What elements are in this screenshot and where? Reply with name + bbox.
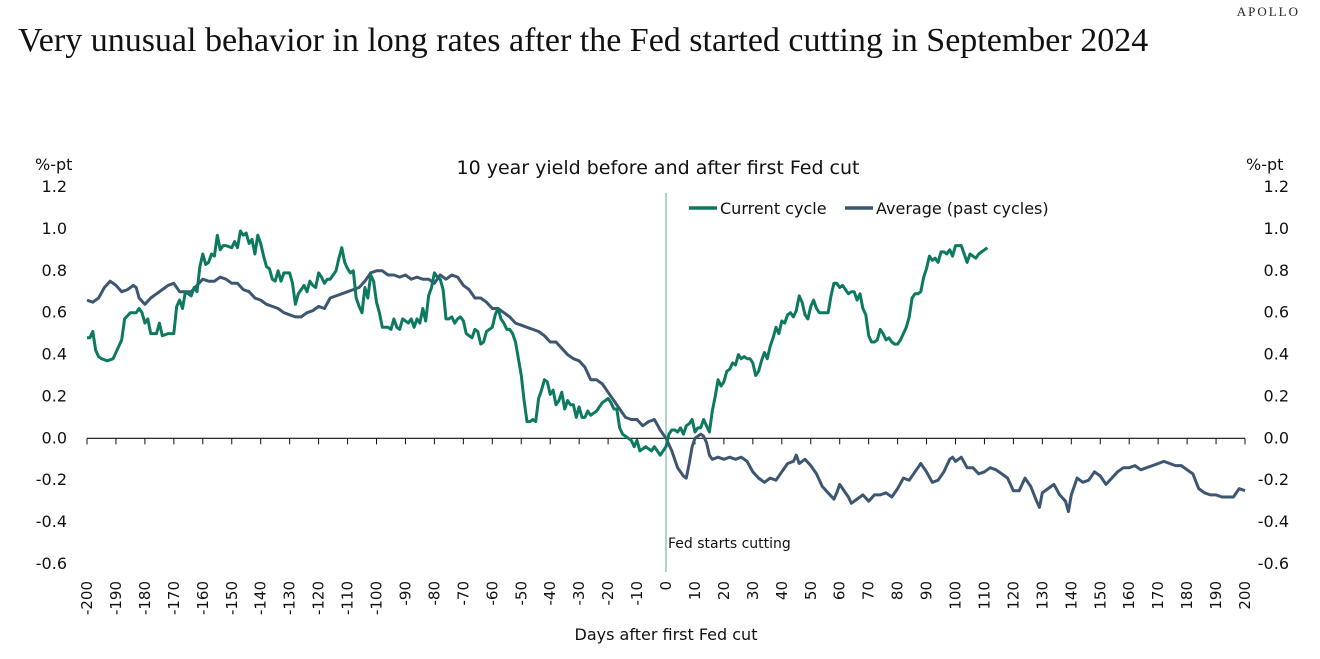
y-tick-label-right: 1.0 [1264, 219, 1289, 238]
x-tick-label: -70 [454, 581, 472, 606]
x-tick-label: 110 [975, 581, 993, 610]
y-tick-label-left: 1.0 [42, 219, 67, 238]
x-tick-label: -50 [512, 581, 530, 606]
y-tick-label-left: -0.4 [36, 512, 67, 531]
y-axis-unit-left: %-pt [35, 155, 72, 174]
y-tick-label-left: -0.2 [36, 470, 67, 489]
x-tick-label: 10 [686, 581, 704, 600]
y-tick-label-right: 0.2 [1264, 386, 1289, 405]
x-tick-label: 180 [1178, 581, 1196, 610]
y-tick-label-left: -0.6 [36, 554, 67, 573]
x-tick-label: -20 [599, 581, 617, 606]
chart-title: 10 year yield before and after first Fed… [457, 157, 860, 179]
x-tick-label: 130 [1033, 581, 1051, 610]
y-axis-unit-right: %-pt [1246, 155, 1283, 174]
x-tick-label: -30 [570, 581, 588, 606]
y-tick-label-left: 0.4 [42, 345, 67, 364]
y-tick-label-right: 0.0 [1264, 428, 1289, 447]
x-tick-label: -90 [396, 581, 414, 606]
x-tick-label: 140 [1062, 581, 1080, 610]
y-tick-label-right: -0.4 [1258, 512, 1289, 531]
x-tick-label: 40 [773, 581, 791, 600]
x-tick-label: 190 [1207, 581, 1225, 610]
x-tick-label: -60 [483, 581, 501, 606]
y-tick-label-right: 0.6 [1264, 303, 1289, 322]
legend: Current cycle Average (past cycles) [689, 199, 1049, 218]
y-tick-label-right: 1.2 [1264, 177, 1289, 196]
y-tick-label-left: 0.2 [42, 386, 67, 405]
x-tick-label: -180 [136, 581, 154, 615]
y-tick-label-left: 0.8 [42, 261, 67, 280]
y-tick-label-right: 0.4 [1264, 345, 1289, 364]
x-axis-label: Days after first Fed cut [575, 625, 758, 644]
x-tick-label: -40 [541, 581, 559, 606]
x-tick-label: -170 [165, 581, 183, 615]
x-tick-label: 120 [1004, 581, 1022, 610]
x-tick-label: -120 [310, 581, 328, 615]
y-tick-label-right: -0.6 [1258, 554, 1289, 573]
x-tick-label: -160 [194, 581, 212, 615]
x-tick-label: 90 [918, 581, 936, 600]
x-tick-label: 100 [947, 581, 965, 610]
x-tick-label: -100 [368, 581, 386, 615]
x-tick-label: -150 [223, 581, 241, 615]
x-tick-label: 30 [744, 581, 762, 600]
x-tick-label: 80 [889, 581, 907, 600]
series-line-average-past-cycles [86, 269, 1246, 514]
x-tick-label: 50 [802, 581, 820, 600]
x-tick-label: -10 [628, 581, 646, 606]
x-tick-label: 20 [715, 581, 733, 600]
y-tick-label-left: 1.2 [42, 177, 67, 196]
y-tick-label-right: -0.2 [1258, 470, 1289, 489]
x-tick-label: 170 [1149, 581, 1167, 610]
fed-cut-annotation: Fed starts cutting [668, 536, 791, 552]
series-line-current-cycle [87, 229, 989, 457]
x-tick-label: -200 [78, 581, 96, 615]
y-tick-label-left: 0.6 [42, 303, 67, 322]
x-tick-label: 60 [831, 581, 849, 600]
x-tick-label: 150 [1091, 581, 1109, 610]
x-tick-label: -140 [252, 581, 270, 615]
x-tick-label: -190 [107, 581, 125, 615]
x-tick-label: -80 [425, 581, 443, 606]
x-tick-label: -130 [281, 581, 299, 615]
y-tick-label-right: 0.8 [1264, 261, 1289, 280]
legend-label: Current cycle [720, 199, 827, 218]
page-headline: Very unusual behavior in long rates afte… [18, 22, 1149, 59]
x-tick-label: 200 [1236, 581, 1254, 610]
x-tick-label: 160 [1120, 581, 1138, 610]
x-tick-label: 70 [860, 581, 878, 600]
y-tick-label-left: 0.0 [42, 428, 67, 447]
x-tick-label: 0 [657, 581, 675, 591]
legend-label: Average (past cycles) [876, 199, 1049, 218]
x-tick-label: -110 [339, 581, 357, 615]
brand-logo: APOLLO [1236, 4, 1300, 19]
